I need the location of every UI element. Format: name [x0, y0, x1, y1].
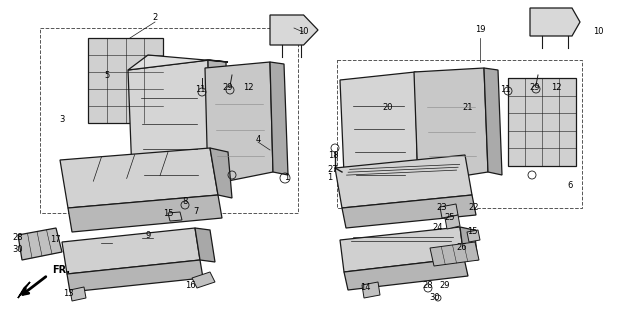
Text: 6: 6 — [567, 180, 573, 189]
Text: 21: 21 — [463, 103, 473, 113]
Text: 13: 13 — [63, 289, 73, 298]
Polygon shape — [195, 228, 215, 262]
Text: 10: 10 — [593, 28, 603, 36]
Text: 27: 27 — [328, 165, 339, 174]
Text: 11: 11 — [195, 85, 205, 94]
Text: 20: 20 — [383, 103, 393, 113]
Polygon shape — [414, 68, 488, 183]
Text: 19: 19 — [475, 26, 485, 35]
Text: 1: 1 — [285, 173, 290, 182]
Polygon shape — [467, 230, 480, 242]
Text: 30: 30 — [12, 245, 24, 254]
Text: 24: 24 — [433, 223, 443, 233]
Polygon shape — [70, 287, 86, 301]
Text: 5: 5 — [104, 70, 110, 79]
Text: 12: 12 — [243, 84, 253, 92]
Bar — [40, 28, 298, 213]
Text: 18: 18 — [328, 150, 339, 159]
Polygon shape — [68, 195, 222, 232]
Polygon shape — [484, 68, 502, 175]
Polygon shape — [67, 260, 203, 292]
Text: 1: 1 — [327, 173, 332, 182]
Polygon shape — [340, 72, 418, 198]
Text: 30: 30 — [430, 293, 440, 302]
Polygon shape — [62, 228, 200, 274]
Text: 8: 8 — [182, 197, 188, 206]
Polygon shape — [335, 155, 472, 208]
Text: 3: 3 — [60, 116, 64, 124]
Text: 12: 12 — [551, 84, 561, 92]
Text: 10: 10 — [298, 28, 308, 36]
Polygon shape — [18, 228, 62, 260]
Text: 11: 11 — [500, 85, 510, 94]
Polygon shape — [205, 62, 273, 185]
Polygon shape — [508, 78, 576, 166]
Polygon shape — [270, 15, 318, 45]
Text: 17: 17 — [50, 236, 60, 244]
Text: 15: 15 — [162, 210, 173, 219]
Polygon shape — [415, 72, 432, 186]
Polygon shape — [210, 148, 232, 198]
Text: 2: 2 — [153, 13, 157, 22]
Text: 15: 15 — [467, 228, 477, 236]
Polygon shape — [192, 272, 215, 288]
Polygon shape — [460, 227, 478, 260]
Polygon shape — [362, 282, 380, 298]
Text: 14: 14 — [360, 284, 370, 292]
Polygon shape — [445, 215, 460, 229]
Text: 26: 26 — [457, 244, 467, 252]
Text: 4: 4 — [255, 135, 260, 145]
Polygon shape — [88, 38, 163, 123]
Text: FR.: FR. — [52, 265, 70, 275]
Text: 29: 29 — [440, 281, 450, 290]
Polygon shape — [270, 62, 288, 175]
Polygon shape — [440, 204, 458, 218]
Polygon shape — [60, 148, 218, 208]
Text: 28: 28 — [12, 234, 24, 243]
Text: 29: 29 — [529, 84, 540, 92]
Text: 23: 23 — [436, 203, 447, 212]
Polygon shape — [18, 282, 30, 298]
Bar — [337, 60, 582, 208]
Text: 29: 29 — [223, 84, 233, 92]
Polygon shape — [530, 8, 580, 36]
Polygon shape — [340, 227, 464, 272]
Text: 22: 22 — [469, 203, 479, 212]
Polygon shape — [344, 258, 468, 290]
Polygon shape — [208, 60, 228, 188]
Polygon shape — [168, 212, 182, 221]
Text: 25: 25 — [445, 213, 455, 222]
Text: 28: 28 — [423, 281, 433, 290]
Text: 7: 7 — [193, 207, 198, 217]
Polygon shape — [128, 55, 228, 70]
Text: 9: 9 — [145, 231, 151, 241]
Polygon shape — [430, 242, 479, 266]
Text: 16: 16 — [185, 282, 195, 291]
Polygon shape — [128, 60, 210, 200]
Polygon shape — [342, 195, 476, 228]
